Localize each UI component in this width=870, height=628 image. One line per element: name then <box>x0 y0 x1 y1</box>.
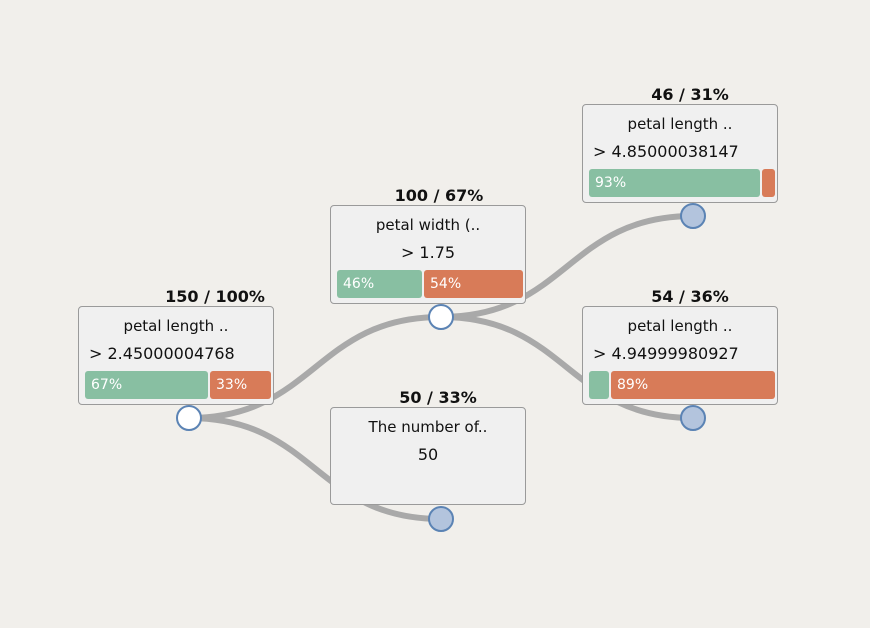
node-card[interactable]: The number of.. 50 <box>330 407 526 505</box>
node-toggle-circle[interactable] <box>428 304 454 330</box>
class-a-bar <box>589 371 609 399</box>
tree-link <box>438 314 696 421</box>
node-feature-label: The number of.. <box>368 418 488 436</box>
class-b-bar: 33% <box>210 371 271 399</box>
node-card[interactable]: petal length .. > 4.85000038147 93% <box>582 104 778 203</box>
node-toggle-circle[interactable] <box>176 405 202 431</box>
node-threshold: > 4.85000038147 <box>593 142 739 161</box>
tree-link <box>438 213 696 320</box>
node-threshold: > 4.94999980927 <box>593 344 739 363</box>
node-feature-label: petal length .. <box>123 317 229 335</box>
node-card[interactable]: petal length .. > 2.45000004768 67% 33% <box>78 306 274 405</box>
node-count: 100 / 67% <box>394 186 484 205</box>
class-b-bar: 54% <box>424 270 523 298</box>
node-threshold: > 1.75 <box>400 243 456 262</box>
class-b-bar: 89% <box>611 371 775 399</box>
node-card[interactable]: petal length .. > 4.94999980927 89% <box>582 306 778 405</box>
tree-link <box>186 415 444 522</box>
node-feature-label: petal width (.. <box>375 216 481 234</box>
class-a-bar: 46% <box>337 270 422 298</box>
node-threshold: > 2.45000004768 <box>89 344 235 363</box>
node-value: 50 <box>417 445 439 464</box>
node-feature-label: petal length .. <box>627 115 733 133</box>
node-toggle-circle[interactable] <box>680 203 706 229</box>
node-toggle-circle[interactable] <box>680 405 706 431</box>
node-count: 54 / 36% <box>651 287 729 306</box>
node-count: 150 / 100% <box>165 287 265 306</box>
node-card[interactable]: petal width (.. > 1.75 46% 54% <box>330 205 526 304</box>
class-b-bar <box>762 169 775 197</box>
node-count: 50 / 33% <box>399 388 477 407</box>
node-feature-label: petal length .. <box>627 317 733 335</box>
node-toggle-circle[interactable] <box>428 506 454 532</box>
class-a-bar: 93% <box>589 169 760 197</box>
node-count: 46 / 31% <box>651 85 729 104</box>
class-a-bar: 67% <box>85 371 208 399</box>
tree-link <box>186 314 444 421</box>
